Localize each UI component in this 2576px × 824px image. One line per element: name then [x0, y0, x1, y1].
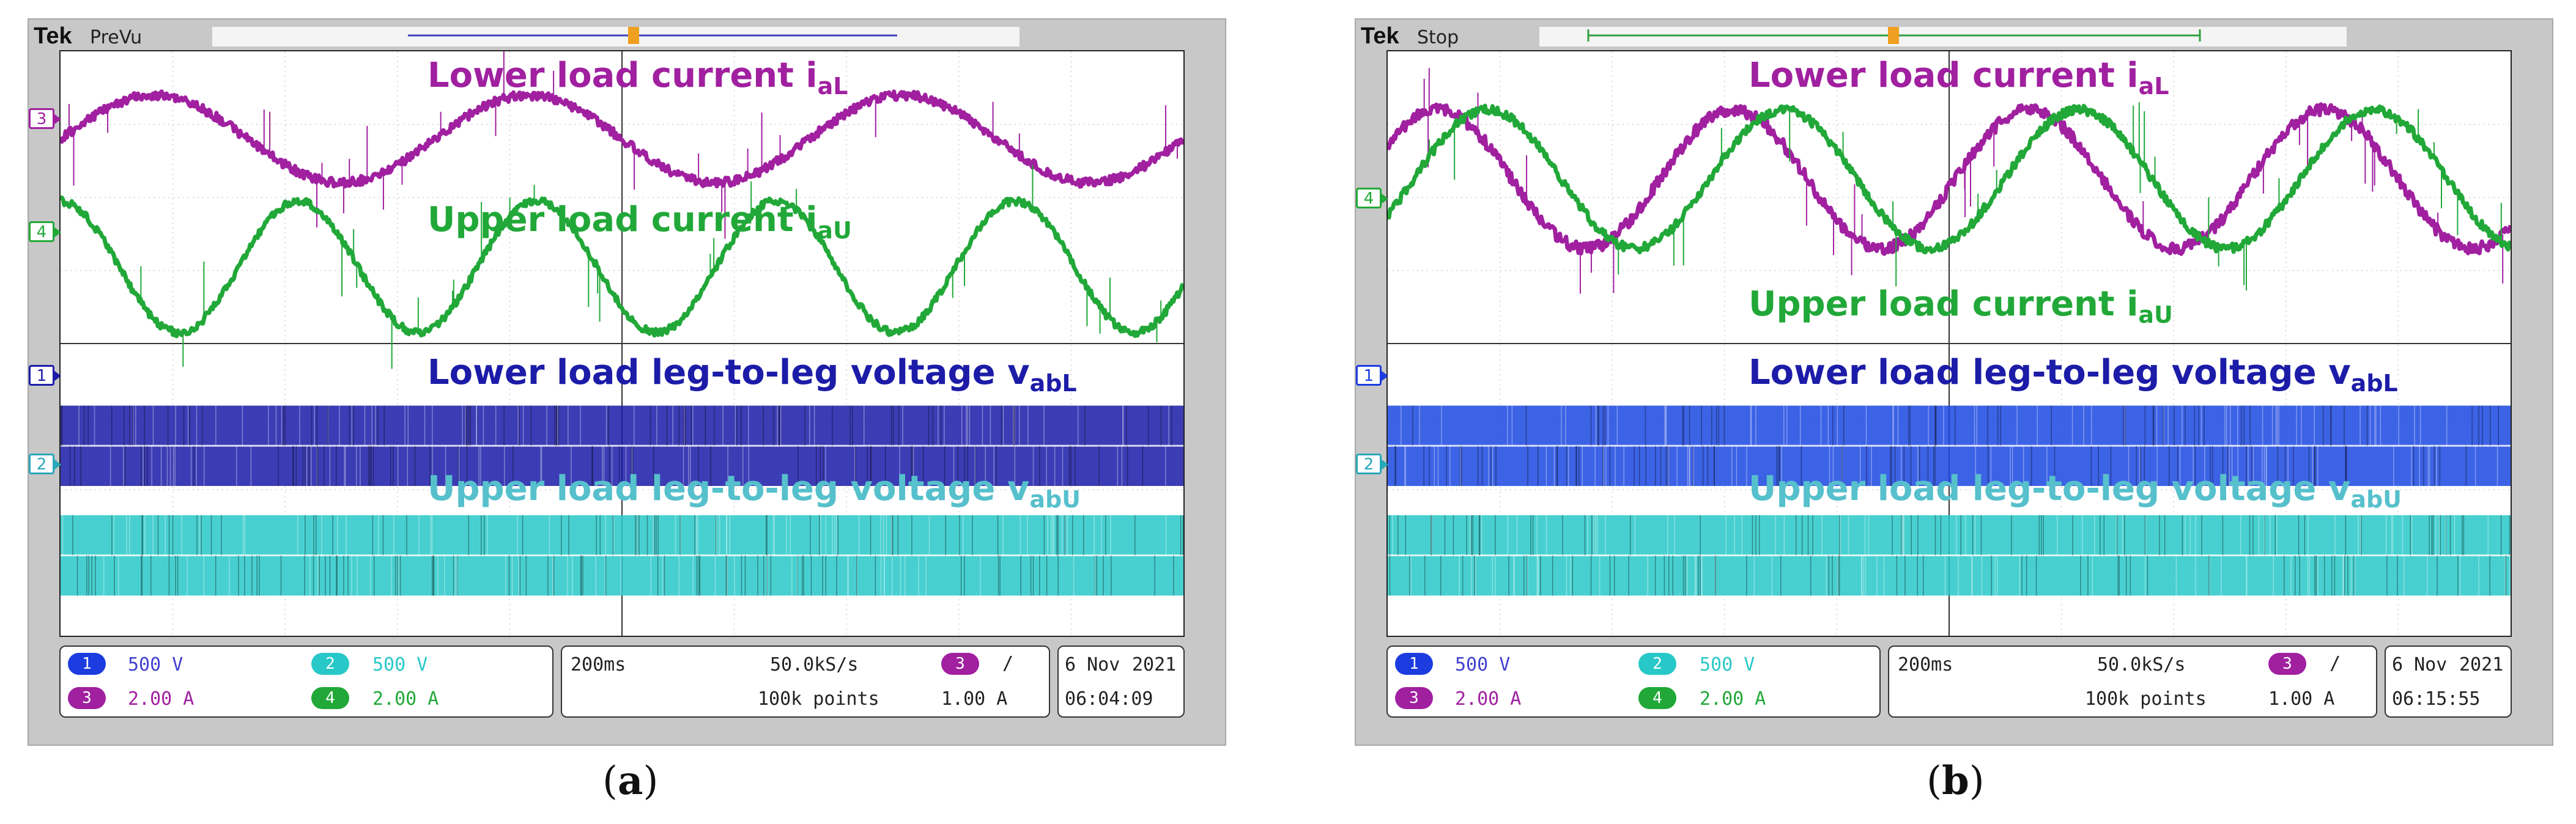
- waveform-display: Lower load current iaL Upper load curren…: [1386, 50, 2512, 637]
- waveform-display: Lower load current iaL Upper load curren…: [59, 50, 1185, 637]
- date-time: 6 Nov 2021 06:15:55: [2385, 646, 2512, 718]
- trigger-source-pill[interactable]: 3: [941, 653, 979, 675]
- channel-4-marker[interactable]: 4: [1356, 188, 1388, 208]
- timebase-settings: 200ms 50.0kS/s 100k points 3 / 1.00 A: [561, 646, 1050, 718]
- clock-time: 06:04:09: [1065, 688, 1153, 710]
- acquisition-state: PreVu: [90, 27, 142, 48]
- channel-4-marker[interactable]: 4: [29, 221, 61, 242]
- channel-2-marker[interactable]: 2: [1356, 454, 1388, 474]
- brand-logo: Tek: [1361, 23, 1399, 49]
- channel-1-marker[interactable]: 1: [29, 365, 61, 386]
- ch2-pill[interactable]: 2: [311, 653, 349, 675]
- ch1-pill[interactable]: 1: [1395, 653, 1433, 675]
- ch2-scale: 500 V: [1700, 654, 1755, 675]
- label-lower-load-current: Lower load current iaL: [427, 56, 848, 100]
- scope-readout: 1 500 V 2 500 V 3 2.00 A 4 2.00 A 200ms …: [1386, 646, 2512, 719]
- record-length: 100k points: [2085, 688, 2207, 710]
- date-year: 2021: [1132, 654, 1177, 675]
- date-time: 6 Nov 2021 06:04:09: [1057, 646, 1185, 718]
- scope-header: Tek PreVu: [29, 20, 1225, 50]
- record-length: 100k points: [758, 688, 879, 710]
- trigger-position-icon: [1888, 27, 1899, 44]
- trace-4: [61, 195, 1183, 339]
- trace-3: [61, 89, 1183, 189]
- oscilloscope-panel-b: Tek Stop Lower load current iaL Upper lo…: [1355, 18, 2553, 746]
- acquisition-state: Stop: [1417, 27, 1459, 48]
- record-view-indicator: [1587, 27, 2201, 44]
- channel-settings: 1 500 V 2 500 V 3 2.00 A 4 2.00 A: [1386, 646, 1881, 718]
- trigger-source-pill[interactable]: 3: [2268, 653, 2306, 675]
- channel-2-marker[interactable]: 2: [29, 454, 61, 474]
- ch4-scale: 2.00 A: [372, 688, 439, 710]
- record-view-bar: [212, 27, 1020, 46]
- ch1-scale: 500 V: [128, 654, 183, 675]
- sample-rate: 50.0kS/s: [770, 654, 859, 675]
- trigger-slope-icon: /: [1002, 653, 1014, 674]
- caption-b: (b): [1926, 758, 1985, 804]
- trigger-position-icon: [628, 27, 639, 44]
- ch1-scale: 500 V: [1455, 654, 1511, 675]
- timebase-settings: 200ms 50.0kS/s 100k points 3 / 1.00 A: [1888, 646, 2377, 718]
- ch3-scale: 2.00 A: [1455, 688, 1522, 710]
- label-lower-load-voltage: Lower load leg-to-leg voltage vabL: [427, 353, 1077, 397]
- ch3-scale: 2.00 A: [128, 688, 194, 710]
- scope-header: Tek Stop: [1356, 20, 2552, 50]
- date-day: 6 Nov: [2392, 654, 2448, 675]
- label-upper-load-current: Upper load current iaU: [427, 200, 852, 245]
- trace-3: [1388, 102, 2511, 256]
- clock-time: 06:15:55: [2392, 688, 2481, 710]
- brand-logo: Tek: [34, 23, 72, 49]
- label-upper-load-current: Upper load current iaU: [1749, 284, 2173, 329]
- trigger-level: 1.00 A: [941, 688, 1008, 710]
- ch4-scale: 2.00 A: [1700, 688, 1766, 710]
- label-upper-load-voltage: Upper load leg-to-leg voltage vabU: [427, 469, 1081, 513]
- ch2-pill[interactable]: 2: [1638, 653, 1676, 675]
- sample-rate: 50.0kS/s: [2097, 654, 2186, 675]
- scope-readout: 1 500 V 2 500 V 3 2.00 A 4 2.00 A 200ms …: [59, 646, 1185, 719]
- label-lower-load-voltage: Lower load leg-to-leg voltage vabL: [1749, 353, 2398, 397]
- trace-4: [1388, 103, 2511, 255]
- trigger-level: 1.00 A: [2268, 688, 2335, 710]
- channel-3-marker[interactable]: 3: [29, 108, 61, 129]
- ch2-scale: 500 V: [372, 654, 428, 675]
- caption-a: (a): [602, 758, 659, 804]
- record-view-indicator: [408, 27, 897, 44]
- ch4-pill[interactable]: 4: [311, 687, 349, 709]
- ch3-pill[interactable]: 3: [68, 687, 106, 709]
- label-upper-load-voltage: Upper load leg-to-leg voltage vabU: [1749, 469, 2402, 513]
- channel-settings: 1 500 V 2 500 V 3 2.00 A 4 2.00 A: [59, 646, 553, 718]
- waveform-traces: [61, 51, 1183, 596]
- trigger-slope-icon: /: [2330, 653, 2341, 674]
- label-lower-load-current: Lower load current iaL: [1749, 56, 2169, 100]
- ch3-pill[interactable]: 3: [1395, 687, 1433, 709]
- oscilloscope-panel-a: Tek PreVu Lower load current iaL Upper l…: [28, 18, 1226, 746]
- date-year: 2021: [2459, 654, 2504, 675]
- record-view-bar: [1539, 27, 2347, 46]
- ch4-pill[interactable]: 4: [1638, 687, 1676, 709]
- date-day: 6 Nov: [1065, 654, 1120, 675]
- timebase-value: 200ms: [571, 654, 626, 675]
- ch1-pill[interactable]: 1: [68, 653, 106, 675]
- timebase-value: 200ms: [1898, 654, 1953, 675]
- waveform-traces: [1388, 68, 2511, 596]
- channel-1-marker[interactable]: 1: [1356, 365, 1388, 386]
